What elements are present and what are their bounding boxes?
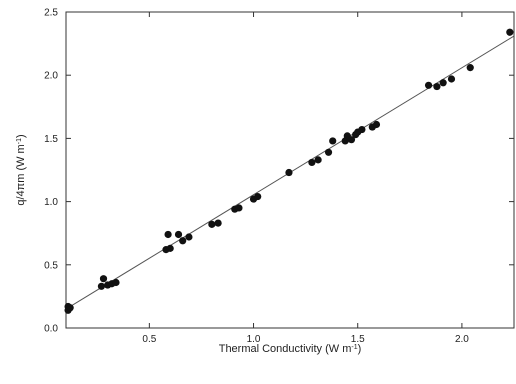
y-axis: 0.0 0.5 1.0 1.5 2.0 2.5 <box>44 8 514 335</box>
data-point <box>433 82 441 91</box>
x-axis-label: Thermal Conductivity (W m-1) <box>219 343 362 355</box>
data-point <box>285 168 293 177</box>
data-point <box>185 233 193 241</box>
x-axis: 0.5 1.0 1.5 2.0 <box>142 12 469 345</box>
data-point <box>424 81 433 89</box>
data-point <box>439 79 447 87</box>
data-point <box>97 282 106 290</box>
y-axis-label-superscript: -1 <box>16 138 23 144</box>
y-tick-label: 2.5 <box>44 8 58 19</box>
data-point <box>235 204 243 212</box>
data-point <box>208 220 216 228</box>
data-point <box>308 158 316 167</box>
data-point <box>214 219 222 227</box>
data-point <box>329 137 337 145</box>
y-tick-label: 0.0 <box>44 324 58 335</box>
data-point <box>324 148 333 156</box>
data-point <box>466 64 474 72</box>
x-axis-label-superscript: -1 <box>351 344 357 351</box>
y-axis-label-close: ) <box>15 134 27 138</box>
data-point <box>179 237 187 245</box>
x-tick-label: 1.0 <box>247 334 261 345</box>
data-point <box>174 230 183 239</box>
plot-area-frame <box>65 11 515 329</box>
data-point <box>314 156 322 164</box>
data-point <box>254 192 262 201</box>
y-tick-label: 0.5 <box>44 260 58 271</box>
y-tick-label: 2.0 <box>44 71 58 82</box>
data-point <box>506 28 514 36</box>
data-points <box>64 28 514 314</box>
y-axis-label-main: q/4πm (W m <box>15 144 27 205</box>
x-tick-label: 1.5 <box>351 334 365 345</box>
data-point <box>447 75 456 83</box>
data-point <box>372 120 381 129</box>
y-axis-label: q/4πm (W m-1) <box>15 134 27 205</box>
y-tick-label: 1.5 <box>44 134 58 145</box>
x-axis-label-main: Thermal Conductivity (W m <box>219 343 352 355</box>
x-tick-label: 0.5 <box>142 334 156 345</box>
x-axis-label-close: ) <box>358 343 362 355</box>
data-point <box>99 275 108 283</box>
x-tick-label: 2.0 <box>455 334 469 345</box>
data-point <box>66 304 74 312</box>
data-point <box>166 244 174 252</box>
data-point <box>112 278 120 287</box>
data-point <box>164 230 172 239</box>
data-point <box>358 125 366 134</box>
y-tick-label: 1.0 <box>44 197 58 208</box>
data-point <box>347 136 356 144</box>
